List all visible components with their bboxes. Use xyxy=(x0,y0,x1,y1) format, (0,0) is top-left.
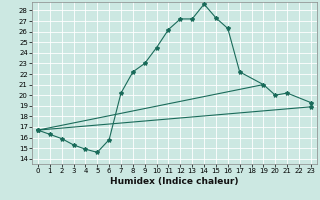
X-axis label: Humidex (Indice chaleur): Humidex (Indice chaleur) xyxy=(110,177,239,186)
